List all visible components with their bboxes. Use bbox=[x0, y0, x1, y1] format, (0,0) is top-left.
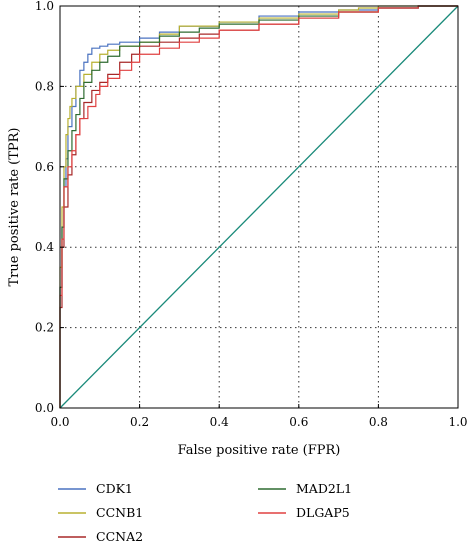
x-tick-label: 0.2 bbox=[130, 415, 149, 429]
legend: CDK1 MAD2L1 CCNB1 DLGAP5 CCNA2 bbox=[58, 481, 352, 544]
legend-label-ccna2: CCNA2 bbox=[96, 529, 143, 544]
x-tick-label: 0.4 bbox=[210, 415, 229, 429]
diagonal-reference bbox=[59, 5, 459, 409]
diagonal-line bbox=[59, 5, 459, 409]
y-tick-label: 0.2 bbox=[35, 321, 54, 335]
y-axis-title: True positive rate (TPR) bbox=[7, 128, 22, 287]
y-tick-label: 1.0 bbox=[35, 0, 54, 13]
x-axis-title: False positive rate (FPR) bbox=[178, 443, 341, 458]
y-tick-label: 0.6 bbox=[35, 160, 54, 174]
x-tick-label: 0.8 bbox=[369, 415, 388, 429]
x-tick-label: 0.6 bbox=[289, 415, 308, 429]
grid-lines bbox=[60, 6, 458, 408]
y-tick-label: 0.8 bbox=[35, 79, 54, 93]
series-lines bbox=[59, 5, 458, 408]
y-tick-label: 0.0 bbox=[35, 401, 54, 415]
legend-label-cdk1: CDK1 bbox=[96, 481, 133, 496]
legend-label-dlgap5: DLGAP5 bbox=[296, 505, 350, 520]
x-tick-label: 0.0 bbox=[50, 415, 69, 429]
legend-label-ccnb1: CCNB1 bbox=[96, 505, 143, 520]
series-line-ccnb1 bbox=[59, 5, 458, 408]
x-tick-label: 1.0 bbox=[448, 415, 467, 429]
plot-frame bbox=[59, 5, 459, 409]
series-line-dlgap5 bbox=[59, 5, 458, 408]
y-tick-label: 0.4 bbox=[35, 240, 54, 254]
series-line-mad2l1 bbox=[59, 5, 458, 408]
legend-label-mad2l1: MAD2L1 bbox=[296, 481, 352, 496]
axis-ticks: 0.0 0.2 0.4 0.6 0.8 1.0 0.0 0.2 0.4 0.6 0.8 1.0 bbox=[35, 0, 468, 429]
